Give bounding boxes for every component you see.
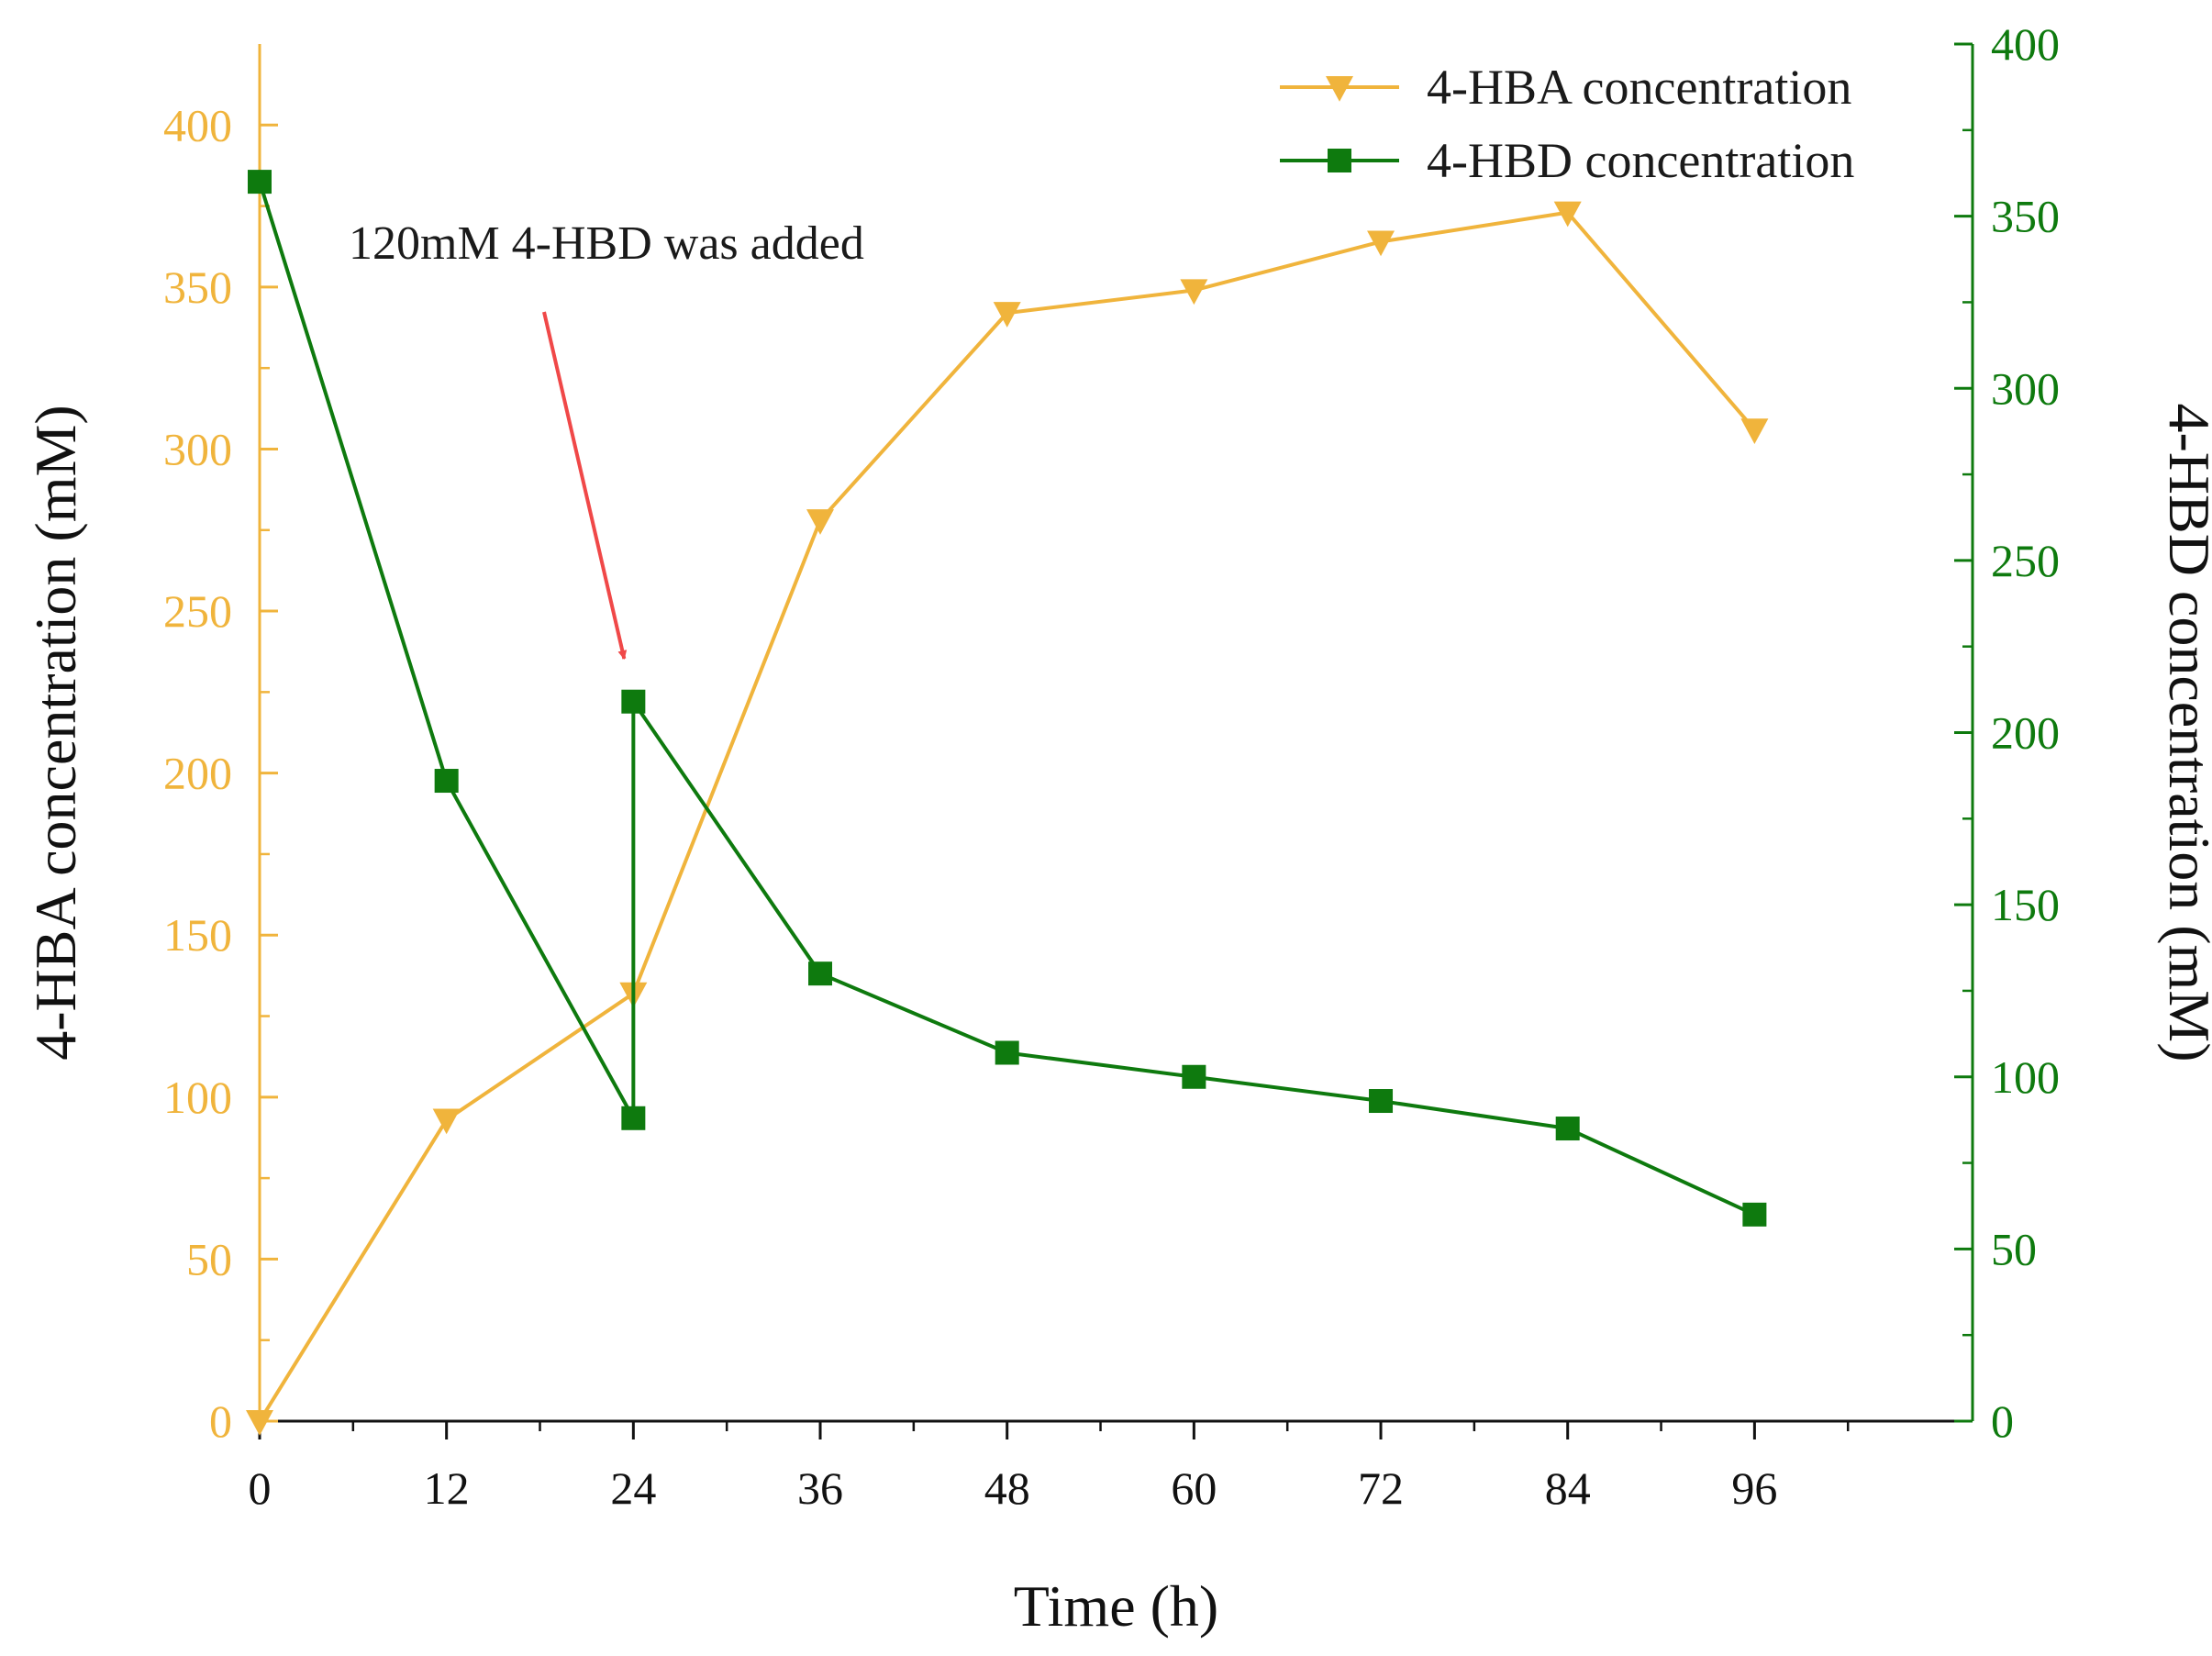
data-point-4-hbd [995,1040,1019,1065]
x-axis-title: Time (h) [1014,1573,1218,1639]
right-y-tick-label: 0 [1991,1395,2014,1447]
legend: 4-HBA concentration 4-HBD concentration [1280,60,1854,188]
data-point-4-hbd [1369,1089,1394,1114]
right-y-tick-label: 150 [1991,879,2060,930]
annotation-text: 120mM 4-HBD was added [349,217,864,270]
right-y-tick-label: 250 [1991,535,2060,586]
data-point-4-hba [1740,418,1769,445]
data-point-4-hbd [248,170,272,194]
x-tick-label: 60 [1171,1462,1217,1514]
data-point-4-hba [246,1410,273,1436]
annotation-layer: 120mM 4-HBD was added [349,217,864,660]
data-point-4-hbd [1742,1202,1767,1227]
annotation-arrow [542,311,628,660]
right-y-tick-label: 350 [1991,191,2060,242]
right-y-tick-label: 200 [1991,707,2060,759]
axes-layer: 0 12 24 36 48 60 72 84 96 0 50 100 150 200 250 300 350 40… [23,18,2212,1639]
x-tick-label: 36 [797,1462,843,1514]
left-y-tick-label: 350 [163,261,232,313]
data-point-4-hba [806,509,835,535]
legend-label: 4-HBD concentration [1427,133,1854,188]
data-point-4-hbd [1182,1064,1206,1089]
left-y-tick-label: 0 [209,1395,232,1447]
data-point-4-hbd [621,1106,646,1130]
right-y-tick-label: 50 [1991,1223,2037,1274]
data-point-4-hbd [434,769,459,794]
data-point-4-hba [1180,279,1208,306]
data-point-4-hba [1367,230,1395,257]
right-y-axis-title: 4-HBD concentration (mM) [2157,403,2212,1061]
x-tick-label: 12 [424,1462,470,1514]
x-tick-label: 0 [249,1462,272,1514]
right-y-tick-label: 100 [1991,1051,2060,1103]
series-line-4-hbd [258,181,1756,1217]
left-y-tick-label: 400 [163,99,232,150]
legend-label: 4-HBA concentration [1427,60,1851,115]
x-tick-label: 48 [984,1462,1030,1514]
data-point-4-hba [432,1108,461,1135]
x-tick-label: 96 [1731,1462,1777,1514]
data-point-4-hba [1553,201,1582,228]
left-y-tick-label: 50 [186,1233,232,1284]
left-y-tick-label: 100 [163,1072,232,1123]
left-y-tick-label: 250 [163,585,232,637]
data-point-4-hbd [1555,1117,1580,1141]
series-line-4-hba [258,210,1756,1423]
left-y-tick-label: 200 [163,748,232,799]
right-y-tick-label: 400 [1991,18,2060,70]
left-y-tick-label: 300 [163,423,232,474]
data-point-4-hbd [621,689,646,714]
x-tick-label: 72 [1358,1462,1404,1514]
data-point-4-hba [993,302,1021,328]
x-tick-label: 84 [1545,1462,1591,1514]
legend-marker-triangle [1326,76,1353,102]
data-point-4-hbd [808,961,833,986]
x-tick-label: 24 [610,1462,656,1514]
left-y-tick-label: 150 [163,909,232,961]
left-y-axis-title: 4-HBA concentration (mM) [23,405,88,1061]
legend-marker-square [1328,149,1351,172]
series-layer [246,170,1769,1436]
right-y-tick-label: 300 [1991,362,2060,414]
